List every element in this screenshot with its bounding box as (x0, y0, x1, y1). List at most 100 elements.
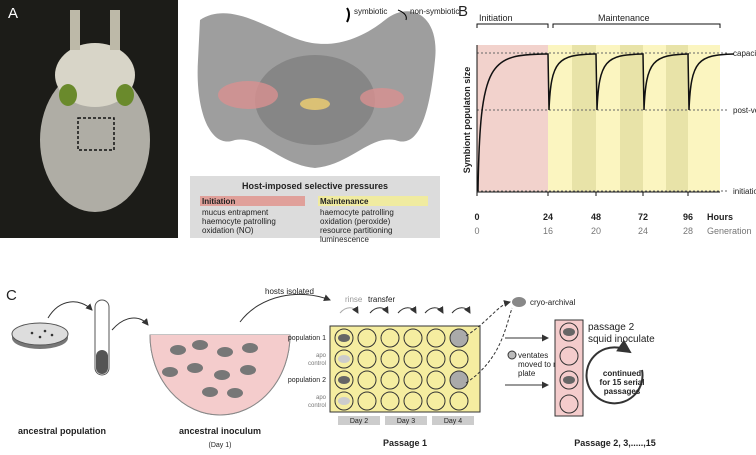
initiation-band (477, 45, 548, 192)
row-label: population 2 (288, 377, 326, 384)
label: passages (604, 387, 641, 396)
hour-label: 72 (638, 212, 648, 222)
bracket (552, 23, 721, 28)
panel-label: C (6, 287, 17, 304)
maintenance-band (572, 45, 596, 192)
row-label: apo (316, 395, 327, 401)
squid-icon (242, 343, 258, 353)
squid-icon (214, 370, 230, 380)
heading: Initiation (202, 197, 235, 206)
transfer-arrow (451, 306, 471, 314)
label: squid inoculate (588, 334, 655, 345)
well (357, 370, 377, 390)
caption: ancestral population (18, 426, 106, 436)
generation-label: 24 (638, 226, 648, 236)
well (449, 328, 469, 348)
maintenance-band (548, 45, 572, 192)
well (403, 370, 423, 390)
day-box (432, 416, 474, 425)
label: continued (603, 369, 641, 378)
item: mucus entrapment (202, 208, 269, 217)
hour-label: 96 (683, 212, 693, 222)
well (426, 391, 446, 411)
well (559, 394, 579, 414)
day-box (385, 416, 427, 425)
box-title: Host-imposed selective pressures (242, 181, 388, 191)
phase-label: Initiation (479, 13, 513, 23)
item: luminescence (320, 235, 369, 244)
legend-label: symbiotic (354, 7, 387, 16)
legend-label: non-symbiotic (410, 7, 459, 16)
squid-icon (192, 340, 208, 350)
level-label: post-venting (733, 106, 756, 115)
transfer-arrow (397, 306, 417, 314)
well (403, 391, 423, 411)
transfer-arrow (339, 306, 359, 314)
squid-icon (338, 397, 350, 405)
squid-icon (338, 334, 350, 342)
well (449, 370, 469, 390)
well (403, 349, 423, 369)
well (403, 328, 423, 348)
label: transfer (368, 295, 395, 304)
well (426, 370, 446, 390)
row-label: apo (316, 353, 327, 359)
heading: Maintenance (320, 197, 369, 206)
squid-icon (217, 347, 233, 357)
axis-title: Hours (707, 212, 733, 222)
label: hosts isolated (265, 287, 314, 296)
squid-icon (170, 345, 186, 355)
well (449, 349, 469, 369)
well (426, 328, 446, 348)
hour-label: 24 (543, 212, 553, 222)
label: ventates (518, 351, 548, 360)
caption: ancestral inoculum (179, 426, 261, 436)
hour-label: 0 (474, 212, 479, 222)
axis-title: Symbiont populaton size (462, 67, 472, 174)
day-box (338, 416, 380, 425)
item: oxidation (NO) (202, 226, 254, 235)
light-organ (197, 11, 436, 169)
caption: (Day 1) (209, 442, 232, 449)
item: haemocyte patrolling (202, 217, 276, 226)
item: haemocyte patrolling (320, 208, 394, 217)
row-label: population 1 (288, 335, 326, 342)
label: for 15 serial (600, 378, 645, 387)
day-label: Day 2 (350, 418, 368, 425)
panel-label: A (8, 5, 18, 22)
level-label: initiation (733, 187, 756, 196)
day-label: Day 3 (397, 418, 415, 425)
well (380, 391, 400, 411)
row-label: control (308, 361, 326, 367)
well (357, 328, 377, 348)
item: resource partitioning (320, 226, 392, 235)
well (559, 346, 579, 366)
day-label: Day 4 (444, 418, 462, 425)
squid-icon (187, 363, 203, 373)
bracket (476, 23, 549, 28)
maintenance-band (643, 45, 666, 192)
squid-icon (227, 388, 243, 398)
transfer-arrow (424, 306, 444, 314)
tube (94, 299, 110, 376)
transfer-arrow (369, 306, 389, 314)
well (357, 391, 377, 411)
generation-label: 20 (591, 226, 601, 236)
maintenance-band (688, 45, 720, 192)
squid-icon (563, 376, 575, 384)
hour-label: 48 (591, 212, 601, 222)
level-label: capacity (733, 49, 756, 58)
squid-icon (338, 355, 350, 363)
well (380, 328, 400, 348)
squid-icon (162, 367, 178, 377)
generation-label: 0 (474, 226, 479, 236)
generation-label: 16 (543, 226, 553, 236)
label: rinse (345, 295, 363, 304)
caption: Passage 1 (383, 438, 427, 448)
caption: Passage 2, 3,.....,15 (574, 438, 656, 448)
squid-icon (563, 328, 575, 336)
well (380, 349, 400, 369)
squid-icon (240, 365, 256, 375)
well (449, 391, 469, 411)
label: plate (518, 369, 536, 378)
